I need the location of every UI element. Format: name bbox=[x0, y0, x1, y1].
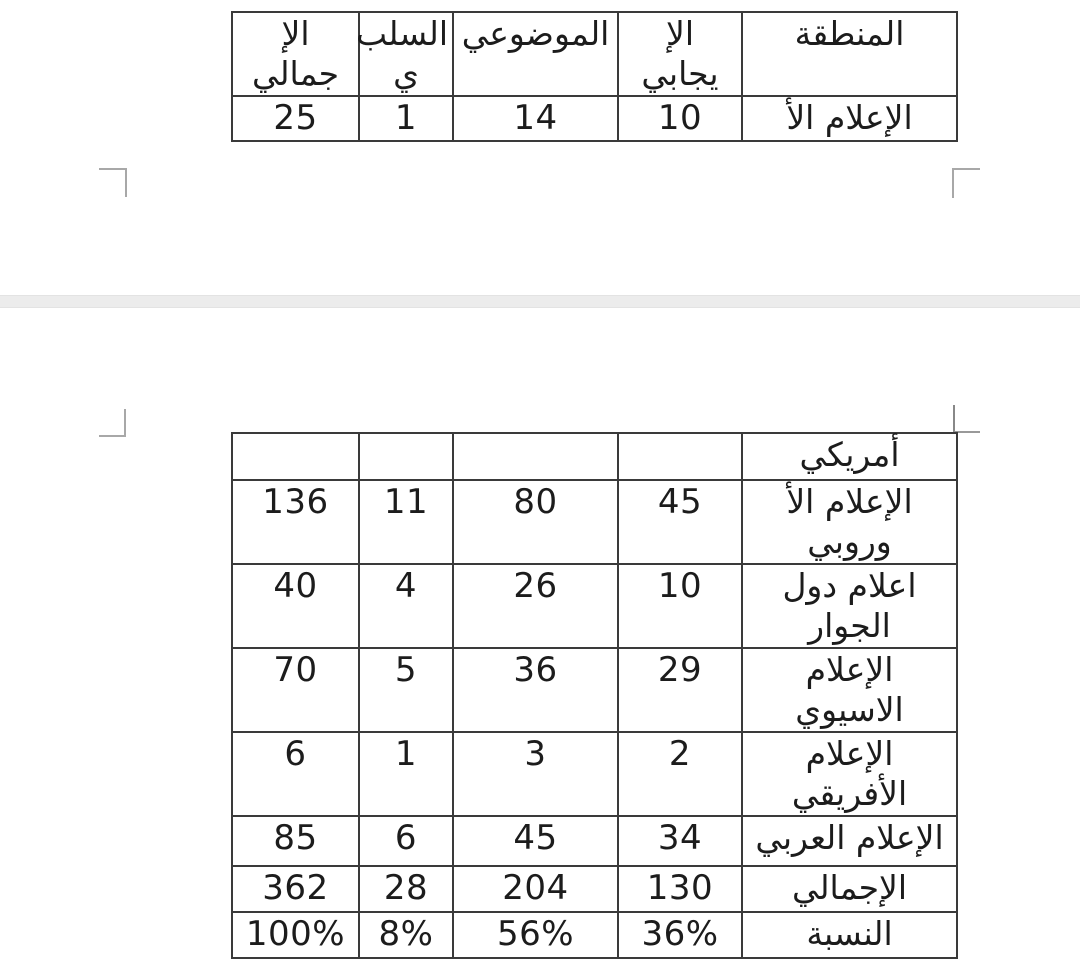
cell-negative[interactable]: 5 bbox=[358, 647, 454, 733]
cell-negative[interactable]: 11 bbox=[358, 479, 454, 565]
table-row: اعلام دول الجوار 10 26 4 40 bbox=[231, 563, 958, 649]
table-row: الإعلام الأفريقي 2 3 1 6 bbox=[231, 731, 958, 817]
page-break-band bbox=[0, 295, 1080, 308]
cell-negative[interactable]: 1 bbox=[358, 731, 454, 817]
table-row: الإعلام الأ وروبي 45 80 11 136 bbox=[231, 479, 958, 565]
cell-region[interactable]: اعلام دول الجوار bbox=[741, 563, 958, 649]
cell-region[interactable]: الإعلام الأ وروبي bbox=[741, 479, 958, 565]
table-row: الإعلام الاسيوي 29 36 5 70 bbox=[231, 647, 958, 733]
cell-region[interactable]: الإعلام العربي bbox=[741, 815, 958, 867]
cell-region[interactable]: أمريكي bbox=[741, 432, 958, 481]
cell-objective[interactable]: 14 bbox=[452, 95, 619, 142]
cell-negative[interactable]: 8% bbox=[358, 911, 454, 959]
cell-positive[interactable]: 130 bbox=[617, 865, 743, 913]
cell-region[interactable]: الإعلام الأ bbox=[741, 95, 958, 142]
header-cell-region[interactable]: المنطقة bbox=[741, 11, 958, 97]
cell-positive[interactable]: 2 bbox=[617, 731, 743, 817]
cell-positive[interactable]: 34 bbox=[617, 815, 743, 867]
document-canvas: { "document": { "description_colors": { … bbox=[0, 11, 1080, 959]
cell-region[interactable]: النسبة bbox=[741, 911, 958, 959]
cell-objective[interactable]: 204 bbox=[452, 865, 619, 913]
crop-mark-page2-top-right-icon bbox=[953, 405, 980, 433]
cell-objective[interactable]: 45 bbox=[452, 815, 619, 867]
cell-region[interactable]: الإعلام الأفريقي bbox=[741, 731, 958, 817]
cell-negative[interactable] bbox=[358, 432, 454, 481]
cell-objective[interactable]: 3 bbox=[452, 731, 619, 817]
cell-objective[interactable]: 56% bbox=[452, 911, 619, 959]
cell-region[interactable]: الإعلام الاسيوي bbox=[741, 647, 958, 733]
table-row: الإعلام الأ 10 14 1 25 bbox=[231, 95, 958, 142]
cell-region[interactable]: الإجمالي bbox=[741, 865, 958, 913]
cell-positive[interactable]: 10 bbox=[617, 95, 743, 142]
cell-positive[interactable]: 36% bbox=[617, 911, 743, 959]
cell-total[interactable]: 85 bbox=[231, 815, 360, 867]
table-row: النسبة 36% 56% 8% 100% bbox=[231, 911, 958, 959]
table-row: أمريكي bbox=[231, 432, 958, 481]
cell-total[interactable]: 25 bbox=[231, 95, 360, 142]
media-coverage-table-page2: أمريكي الإعلام الأ وروبي 45 80 11 136 اع… bbox=[231, 432, 958, 959]
crop-mark-page2-top-left-icon bbox=[99, 409, 126, 437]
cell-total[interactable]: 136 bbox=[231, 479, 360, 565]
crop-mark-page1-bottom-left-icon bbox=[99, 168, 127, 197]
cell-negative[interactable]: 1 bbox=[358, 95, 454, 142]
cell-total[interactable]: 100% bbox=[231, 911, 360, 959]
cell-positive[interactable]: 10 bbox=[617, 563, 743, 649]
cell-total[interactable] bbox=[231, 432, 360, 481]
cell-total[interactable]: 40 bbox=[231, 563, 360, 649]
cell-objective[interactable]: 36 bbox=[452, 647, 619, 733]
cell-objective[interactable]: 26 bbox=[452, 563, 619, 649]
cell-negative[interactable]: 6 bbox=[358, 815, 454, 867]
header-cell-total[interactable]: الإ جمالي bbox=[231, 11, 360, 97]
cell-total[interactable]: 70 bbox=[231, 647, 360, 733]
cell-objective[interactable] bbox=[452, 432, 619, 481]
table-header-row: المنطقة الإ يجابي الموضوعي السلب ي الإ ج… bbox=[231, 11, 958, 97]
cell-negative[interactable]: 4 bbox=[358, 563, 454, 649]
cell-positive[interactable] bbox=[617, 432, 743, 481]
header-cell-positive[interactable]: الإ يجابي bbox=[617, 11, 743, 97]
cell-negative[interactable]: 28 bbox=[358, 865, 454, 913]
media-coverage-table-page1: المنطقة الإ يجابي الموضوعي السلب ي الإ ج… bbox=[231, 11, 958, 142]
cell-total[interactable]: 362 bbox=[231, 865, 360, 913]
cell-positive[interactable]: 45 bbox=[617, 479, 743, 565]
crop-mark-page1-bottom-right-icon bbox=[952, 168, 980, 198]
table-row: الإعلام العربي 34 45 6 85 bbox=[231, 815, 958, 867]
cell-total[interactable]: 6 bbox=[231, 731, 360, 817]
table-row: الإجمالي 130 204 28 362 bbox=[231, 865, 958, 913]
header-cell-objective[interactable]: الموضوعي bbox=[452, 11, 619, 97]
cell-positive[interactable]: 29 bbox=[617, 647, 743, 733]
cell-objective[interactable]: 80 bbox=[452, 479, 619, 565]
header-cell-negative[interactable]: السلب ي bbox=[356, 11, 454, 97]
